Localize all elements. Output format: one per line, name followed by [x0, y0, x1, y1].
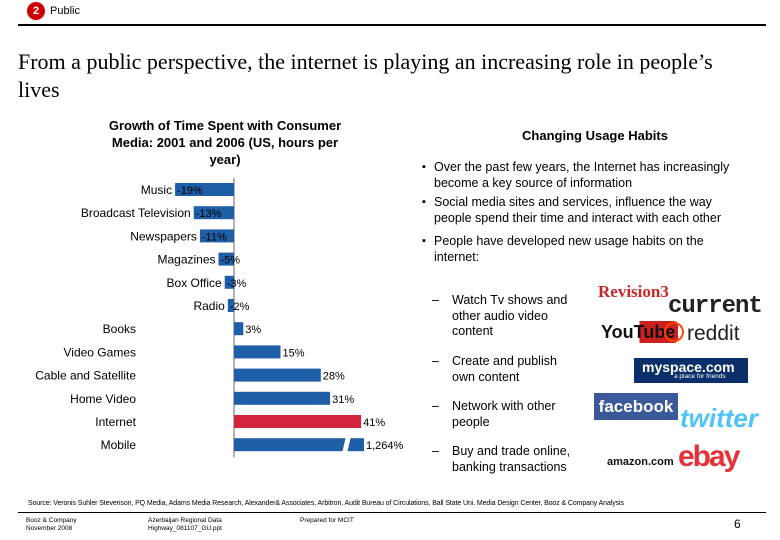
category-label: Cable and Satellite	[35, 369, 136, 383]
footer-prepared: Prepared for MCIT	[300, 517, 354, 524]
reddit-logo: reddit	[687, 322, 740, 345]
value-label: -3%	[227, 278, 247, 290]
usage-bullet: Social media sites and services, influen…	[422, 195, 752, 226]
value-label: -2%	[230, 301, 250, 313]
bar-broadcast-television	[193, 206, 234, 220]
bar-music	[175, 183, 234, 196]
bar-video-games	[234, 345, 281, 359]
category-label: Video Games	[64, 345, 137, 359]
bar-mobile	[234, 438, 364, 452]
myspace-logo-text: myspace.com	[642, 359, 735, 375]
bar-magazines	[218, 252, 234, 266]
category-label: Magazines	[157, 253, 215, 267]
value-label: 31%	[332, 394, 354, 406]
bar-box-office	[224, 275, 234, 289]
category-label: Broadcast Television	[81, 206, 191, 220]
footer-file: Azerbaijan Regional Data Highway_081107_…	[148, 517, 222, 533]
youtube-logo-text: YouTube	[598, 321, 679, 343]
revision3-logo: Revision3	[598, 282, 669, 301]
usage-bullets: Over the past few years, the Internet ha…	[422, 160, 752, 269]
value-label: -11%	[202, 231, 227, 243]
chart-title: Growth of Time Spent with Consumer Media…	[108, 118, 342, 167]
bar-home-video	[234, 391, 331, 405]
footer-date: November 2008	[26, 525, 73, 532]
bar-internet	[234, 415, 362, 428]
twitter-logo: twitter	[680, 403, 758, 433]
reddit-alien-icon	[664, 322, 684, 342]
page-number: 6	[734, 517, 741, 531]
section-label: Public	[50, 5, 80, 17]
value-label: 28%	[323, 371, 345, 383]
value-label: -13%	[196, 208, 222, 220]
usage-title: Changing Usage Habits	[522, 128, 668, 143]
ebay-logo: ebay	[678, 440, 740, 473]
category-label: Music	[141, 183, 172, 197]
bar-newspapers	[199, 229, 234, 243]
footer-company: Booz & Company November 2008	[26, 517, 77, 533]
myspace-tagline: a place for friends	[674, 373, 726, 380]
usage-subitem: Watch Tv shows and other audio video con…	[430, 293, 580, 340]
footer-divider	[18, 512, 766, 513]
usage-bullet: People have developed new usage habits o…	[422, 234, 752, 265]
bar-radio	[227, 299, 234, 312]
footer-file-line: Highway_081107_GU.ppt	[148, 525, 222, 532]
value-label: 41%	[363, 417, 385, 429]
usage-subitem: Buy and trade online, banking transactio…	[430, 444, 580, 475]
category-label: Box Office	[167, 276, 222, 290]
current-logo: current	[668, 293, 763, 320]
amazon-logo: amazon.com	[607, 456, 674, 468]
value-label: 1,264%	[366, 440, 404, 452]
source-note: Source: Veronis Suhler Stevenson, PQ Med…	[28, 500, 624, 507]
header-divider	[18, 24, 766, 26]
usage-subitem: Create and publish own content	[430, 354, 580, 385]
category-label: Newspapers	[130, 229, 197, 243]
value-label: 3%	[245, 324, 261, 336]
bar-chart: Music -19% Broadcast Television -13% Newspap…	[35, 178, 404, 458]
value-label: 15%	[283, 347, 305, 359]
section-badge: 2	[27, 2, 45, 20]
myspace-logo: myspace.com a place for friends	[634, 358, 748, 383]
value-label: -19%	[177, 185, 203, 197]
footer-file-line: Azerbaijan Regional Data	[148, 517, 222, 524]
slide-title: From a public perspective, the internet …	[18, 49, 713, 102]
category-label: Radio	[193, 299, 225, 313]
axis-break-mark	[342, 436, 351, 454]
bar-books	[234, 322, 244, 336]
category-label: Books	[103, 322, 136, 336]
footer-company-name: Booz & Company	[26, 517, 77, 524]
facebook-logo: facebook	[594, 393, 678, 420]
usage-bullet: Over the past few years, the Internet ha…	[422, 160, 752, 191]
category-label: Internet	[95, 415, 136, 429]
category-label: Home Video	[70, 392, 136, 406]
bar-cable-and-satellite	[234, 368, 321, 382]
usage-subitem: Network with other people	[430, 399, 580, 430]
category-label: Mobile	[101, 438, 137, 452]
value-label: -5%	[221, 255, 241, 267]
youtube-logo: YouTube	[598, 321, 679, 343]
